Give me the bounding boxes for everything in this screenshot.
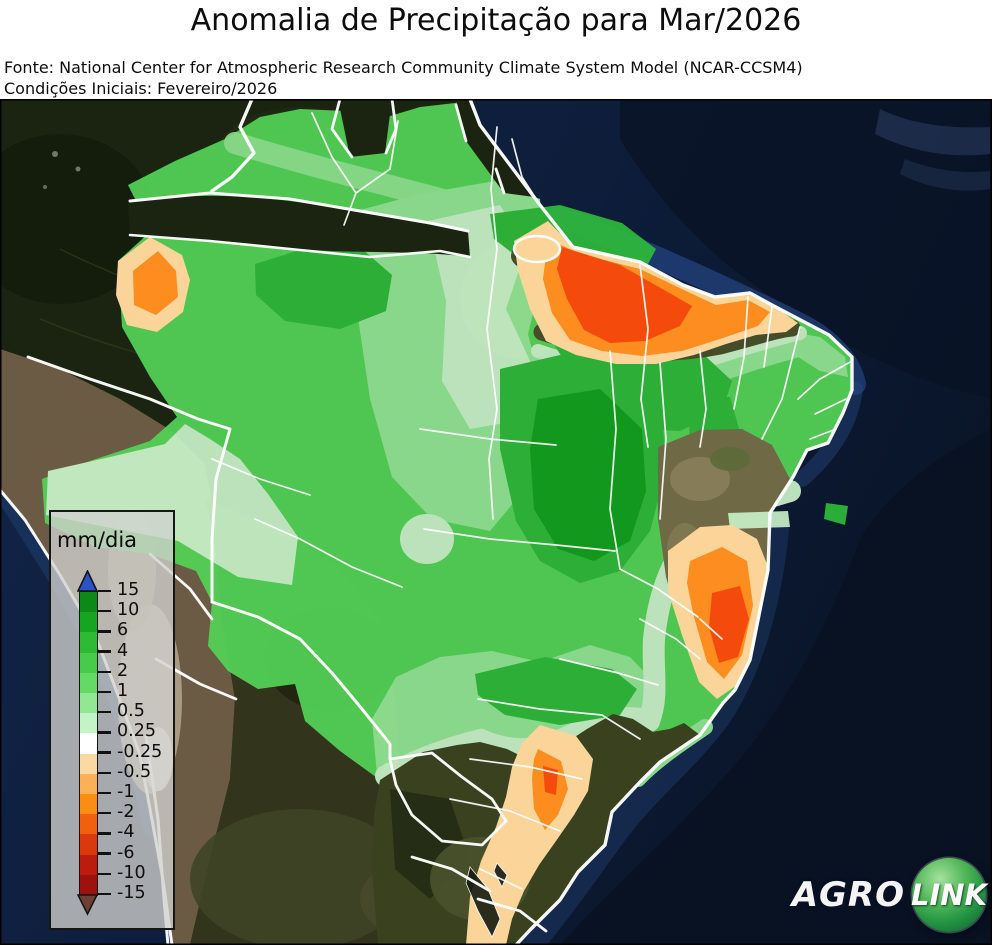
colorbar-segment xyxy=(80,612,97,633)
colorbar-segment xyxy=(80,794,97,815)
colorbar-tick-label: 0.25 xyxy=(117,721,156,742)
colorbar xyxy=(79,591,98,896)
colorbar-tick xyxy=(98,589,111,593)
legend-unit-label: mm/dia xyxy=(57,528,138,552)
colorbar-tick xyxy=(98,771,111,775)
colorbar-under-arrow xyxy=(77,894,98,916)
colorbar-tick-label: -4 xyxy=(117,822,135,843)
colorbar-tick-label: -10 xyxy=(117,862,146,883)
colorbar-tick xyxy=(98,892,111,896)
colorbar-tick-label: -1 xyxy=(117,782,135,803)
colorbar-tick xyxy=(98,832,111,835)
colorbar-tick xyxy=(98,690,111,694)
colorbar-tick xyxy=(98,609,111,613)
colorbar-tick-label: 10 xyxy=(117,600,140,621)
colorbar-tick-label: -0.5 xyxy=(117,761,152,782)
colorbar-segment xyxy=(80,733,97,754)
page-title: Anomalia de Precipitação para Mar/2026 xyxy=(190,3,802,38)
colorbar-tick-label: 6 xyxy=(117,620,129,641)
colorbar-segment xyxy=(80,773,97,795)
colorbar-tick xyxy=(98,872,111,876)
colorbar-segment xyxy=(80,713,97,734)
colorbar-segment xyxy=(80,693,97,714)
colorbar-tick-label: -0.25 xyxy=(117,741,163,762)
colorbar-tick-scale: 15 10 6 4 2 1 0.5 0.25 -0.25 -0.5 -1 -2 -4 -6 -10 -15 xyxy=(98,580,173,903)
colorbar-segment xyxy=(80,753,97,774)
agrolink-logo: AGRO LINK xyxy=(791,858,988,932)
colorbar-tick-label: 0.5 xyxy=(117,701,145,722)
colorbar-segment xyxy=(80,672,97,694)
colorbar-segment xyxy=(80,814,97,835)
colorbar-tick xyxy=(98,710,111,714)
colorbar-segment xyxy=(80,652,97,673)
colorbar-tick-label: -15 xyxy=(117,883,146,904)
colorbar-tick xyxy=(98,670,111,674)
colorbar-tick xyxy=(98,852,111,855)
colorbar-tick xyxy=(98,791,111,795)
negative-anomaly-regions xyxy=(116,221,798,945)
colorbar-tick xyxy=(98,811,111,815)
colorbar-tick xyxy=(98,650,111,653)
colorbar-tick xyxy=(98,630,111,633)
colorbar-segment xyxy=(80,592,97,613)
colorbar-tick-label: -6 xyxy=(117,842,135,863)
colorbar-segment xyxy=(80,834,97,855)
colorbar-tick-label: 1 xyxy=(117,681,129,702)
agrolink-logo-link-text: LINK xyxy=(911,878,988,912)
colorbar-tick xyxy=(98,731,111,734)
colorbar-tick-label: -2 xyxy=(117,802,135,823)
colorbar-segment xyxy=(80,854,97,875)
precipitation-anomaly-map: mm/dia 15 10 6 4 2 1 0.5 0.25 -0.25 -0.5 -1 -2 -4 -6-… xyxy=(0,99,992,945)
legend-panel: mm/dia 15 10 6 4 2 1 0.5 0.25 -0.25 -0.5 -1 -2 -4 -6-… xyxy=(49,510,175,930)
colorbar-tick-label: 4 xyxy=(117,640,129,661)
colorbar-segment xyxy=(80,874,97,896)
colorbar-tick-label: 2 xyxy=(117,660,129,681)
colorbar-over-arrow xyxy=(77,570,98,592)
source-line: Fonte: National Center for Atmospheric R… xyxy=(4,58,803,77)
colorbar-tick-label: 15 xyxy=(117,580,140,601)
state-borders xyxy=(211,112,853,890)
agrolink-logo-agro-text: AGRO xyxy=(791,875,905,915)
initial-conditions-line: Condições Iniciais: Fevereiro/2026 xyxy=(4,79,278,98)
colorbar-tick xyxy=(98,751,111,754)
colorbar-segment xyxy=(80,632,97,653)
agrolink-logo-globe-icon: LINK xyxy=(911,858,988,932)
